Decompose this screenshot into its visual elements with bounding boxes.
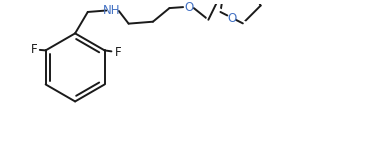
Text: O: O <box>227 12 236 25</box>
Text: NH: NH <box>103 4 121 17</box>
Text: O: O <box>184 1 193 14</box>
Text: F: F <box>31 43 37 56</box>
Text: F: F <box>115 46 122 59</box>
